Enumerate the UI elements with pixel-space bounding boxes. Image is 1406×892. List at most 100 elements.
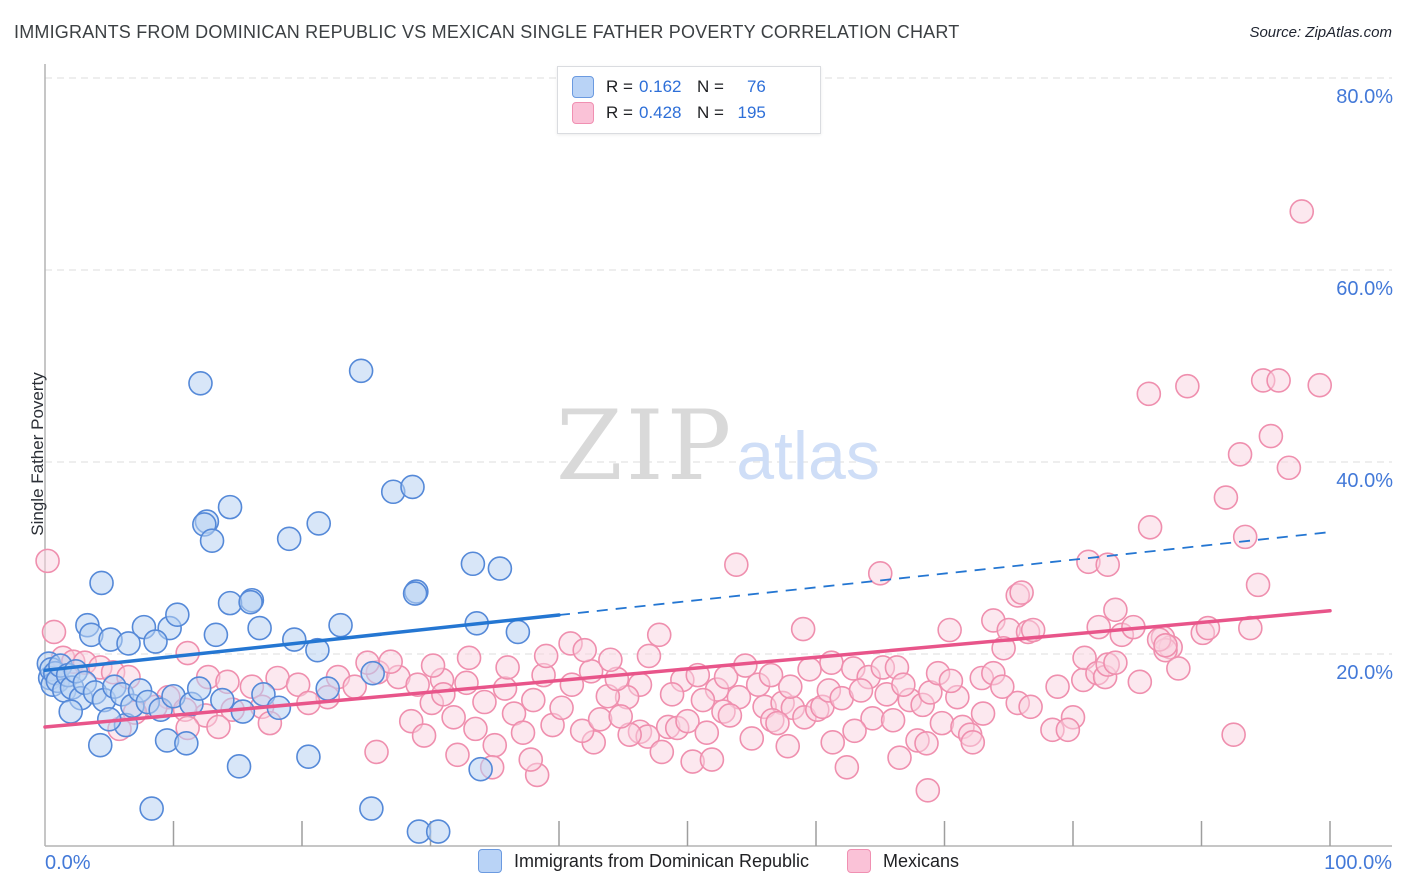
data-point	[915, 778, 941, 803]
pink-series-swatch	[572, 102, 594, 124]
data-point	[739, 726, 765, 751]
legend-row-mexicans: R = 0.428 N = 195	[572, 100, 808, 126]
data-point	[587, 706, 613, 732]
data-point	[505, 619, 531, 645]
data-point	[699, 747, 725, 772]
data-point	[1018, 694, 1043, 720]
n-value: 195	[737, 103, 766, 122]
data-point	[960, 730, 986, 755]
data-point	[306, 511, 332, 536]
data-point	[1045, 674, 1070, 699]
data-point	[1175, 373, 1200, 399]
data-point	[675, 708, 700, 734]
data-point	[1307, 372, 1333, 398]
data-point	[116, 631, 141, 656]
data-point	[420, 653, 446, 678]
data-point	[441, 705, 466, 730]
data-point	[518, 747, 544, 772]
data-point	[217, 494, 243, 520]
y-tick-label-80: 80.0%	[1336, 86, 1393, 108]
n-label: N =	[696, 103, 724, 122]
data-point	[842, 718, 867, 744]
data-point	[460, 551, 486, 577]
data-point	[559, 672, 585, 698]
data-point	[492, 676, 518, 701]
n-label: N =	[696, 77, 724, 96]
data-point	[690, 687, 716, 713]
data-point	[1136, 381, 1162, 407]
data-point	[569, 718, 595, 744]
legend-item-mexicans: Mexicans	[847, 849, 959, 873]
data-point	[174, 730, 199, 756]
correlation-legend-box: R = 0.162 N = 76 R = 0.428 N = 195	[557, 66, 821, 134]
data-point	[425, 819, 451, 844]
data-point	[758, 662, 784, 688]
data-point	[724, 552, 749, 578]
x-axis-min-label: 0.0%	[45, 852, 91, 874]
series-legend: Immigrants from Dominican Republic Mexic…	[45, 849, 1392, 873]
data-point	[1086, 614, 1111, 640]
data-point	[649, 739, 675, 765]
data-point	[296, 744, 321, 770]
data-point	[775, 733, 801, 759]
data-point	[281, 627, 307, 652]
data-point	[1166, 656, 1191, 681]
data-point	[217, 590, 243, 616]
data-point	[510, 720, 536, 746]
data-point	[482, 732, 508, 758]
blue-series-swatch	[477, 849, 502, 873]
r-value: 0.428	[638, 103, 682, 122]
data-point	[1137, 514, 1163, 540]
data-point	[1103, 597, 1128, 623]
x-axis-max-label: 100.0%	[1324, 852, 1392, 874]
legend-item-label: Mexicans	[883, 850, 960, 871]
data-point	[1276, 455, 1302, 481]
data-point	[549, 695, 574, 721]
data-point	[165, 602, 190, 627]
data-point	[820, 730, 846, 755]
data-point	[937, 617, 962, 643]
data-point	[694, 720, 720, 746]
data-point	[1153, 633, 1178, 658]
data-point	[203, 622, 229, 648]
pink-series-swatch	[847, 849, 872, 873]
data-point	[472, 689, 497, 715]
data-point	[1227, 442, 1253, 467]
r-value: 0.162	[638, 77, 682, 96]
data-point	[572, 637, 598, 663]
n-value: 76	[746, 77, 766, 96]
data-point	[717, 703, 743, 728]
data-point	[328, 612, 353, 638]
trend-line-dashed	[558, 531, 1331, 616]
data-point	[636, 643, 662, 669]
data-point	[199, 528, 225, 554]
data-point	[400, 474, 425, 500]
trend-line-solid	[43, 609, 1332, 729]
trend-line-solid	[43, 613, 561, 673]
data-point	[188, 370, 213, 396]
data-point	[463, 716, 488, 742]
data-point	[360, 660, 385, 686]
data-point	[359, 796, 384, 821]
source-attribution: Source: ZipAtlas.com	[1249, 24, 1392, 41]
data-point	[139, 796, 164, 821]
data-point	[143, 629, 168, 654]
data-point	[87, 732, 113, 758]
data-point	[41, 619, 67, 645]
data-point	[58, 699, 83, 724]
data-point	[35, 548, 60, 574]
legend-item-label: Immigrants from Dominican Republic	[513, 850, 810, 871]
data-point	[880, 707, 906, 733]
data-point	[89, 570, 114, 596]
data-point	[659, 682, 685, 707]
data-point	[834, 754, 860, 780]
data-point	[1055, 717, 1081, 743]
data-point	[247, 615, 272, 641]
data-point	[598, 647, 623, 673]
chart-title: IMMIGRANTS FROM DOMINICAN REPUBLIC VS ME…	[14, 22, 960, 42]
data-point	[790, 616, 816, 642]
data-point	[1213, 485, 1239, 510]
data-point	[646, 622, 672, 648]
